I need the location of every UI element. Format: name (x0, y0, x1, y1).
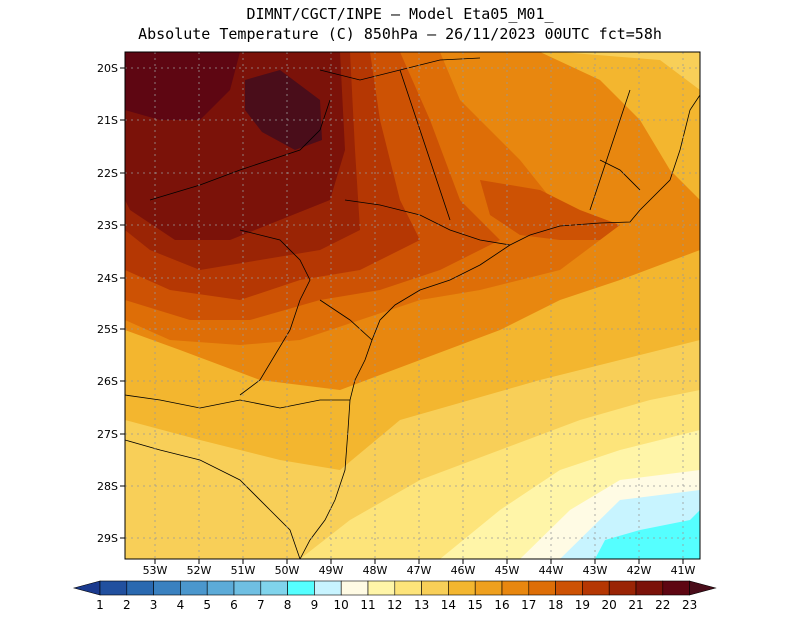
colorbar-swatch (608, 580, 637, 596)
colorbar-label: 1 (96, 598, 104, 612)
lon-label-48W: 48W (362, 564, 388, 577)
colorbar-swatch (501, 580, 530, 596)
lat-label-27S: 27S (97, 428, 118, 441)
lat-label-23S: 23S (97, 219, 118, 232)
lat-label-25S: 25S (97, 323, 118, 336)
colorbar-label: 4 (176, 598, 185, 612)
colorbar-swatch (662, 580, 690, 596)
colorbar-swatch (555, 580, 583, 596)
colorbar-label: 14 (440, 598, 457, 612)
colorbar-swatch (314, 580, 342, 596)
lon-label-46W: 46W (450, 564, 476, 577)
coastlines (125, 57, 700, 559)
colorbar-label: 20 (601, 598, 617, 612)
lon-label-42W: 42W (626, 564, 652, 577)
lon-label-47W: 47W (406, 564, 432, 577)
colorbar-label: 9 (310, 598, 319, 612)
lon-label-52W: 52W (186, 564, 212, 577)
lat-label-20S: 20S (97, 62, 118, 75)
colorbar-label: 16 (494, 598, 510, 612)
lon-label-43W: 43W (582, 564, 608, 577)
title-line-1: DIMNT/CGCT/INPE — Model Eta05_M01_ (246, 5, 554, 23)
colorbar-swatch (206, 580, 235, 596)
colorbar-swatch (260, 580, 288, 596)
colorbar-label: 11 (360, 598, 376, 612)
colorbar-label: 7 (256, 598, 265, 612)
colorbar-label: 22 (655, 598, 671, 612)
colorbar-swatch (180, 580, 208, 596)
colorbar-label: 10 (333, 598, 349, 612)
colorbar-label: 18 (547, 598, 564, 612)
colorbar-swatch (340, 580, 369, 596)
field-9 (595, 510, 700, 559)
colorbar-swatch (474, 580, 503, 596)
colorbar-label: 3 (149, 598, 158, 612)
field-23b (245, 70, 322, 150)
colorbar-swatch (689, 580, 717, 596)
field-15-ne (540, 52, 700, 200)
colorbar-label: 23 (681, 598, 698, 612)
colorbar-swatch (394, 580, 422, 596)
lat-label-22S: 22S (97, 167, 118, 180)
colorbar-label: 19 (574, 598, 591, 612)
colorbar-swatch (126, 580, 154, 596)
colorbar-label: 15 (467, 598, 483, 612)
colorbar-label: 12 (387, 598, 403, 612)
lon-label-45W: 45W (494, 564, 520, 577)
colorbar-label: 13 (413, 598, 430, 612)
lat-label-28S: 28S (97, 480, 118, 493)
colorbar-label: 5 (203, 598, 211, 612)
colorbar-label: 8 (283, 598, 292, 612)
colorbar-label: 2 (122, 598, 131, 612)
colorbar-swatch (72, 580, 101, 596)
colorbar-swatch (528, 580, 556, 596)
colorbar-swatch (635, 580, 664, 596)
axis-ticks (120, 67, 684, 564)
lon-label-50W: 50W (274, 564, 300, 577)
lon-label-49W: 49W (318, 564, 344, 577)
title-line-2: Absolute Temperature (C) 850hPa — 26/11/… (138, 25, 662, 43)
lat-label-24S: 24S (97, 272, 118, 285)
colorbar-label: 21 (628, 598, 644, 612)
field-23a (125, 52, 240, 120)
map-frame (124, 51, 701, 560)
lat-label-29S: 29S (97, 532, 118, 545)
colorbar (72, 580, 717, 596)
lon-label-53W: 53W (142, 564, 168, 577)
lon-label-51W: 51W (230, 564, 256, 577)
colorbar-swatch (448, 580, 476, 596)
colorbar-label: 6 (230, 598, 238, 612)
field-14-ne (560, 52, 700, 90)
lat-label-21S: 21S (97, 114, 118, 127)
colorbar-swatch (421, 580, 449, 596)
colorbar-swatch (367, 580, 396, 596)
colorbar-label: 17 (521, 598, 537, 612)
colorbar-swatch (233, 580, 262, 596)
lon-label-41W: 41W (670, 564, 696, 577)
gridlines (125, 52, 700, 559)
lon-label-44W: 44W (538, 564, 564, 577)
colorbar-swatch (287, 580, 315, 596)
colorbar-swatch (582, 580, 610, 596)
colorbar-swatch (99, 580, 128, 596)
lat-label-26S: 26S (97, 375, 118, 388)
colorbar-swatch (153, 580, 181, 596)
